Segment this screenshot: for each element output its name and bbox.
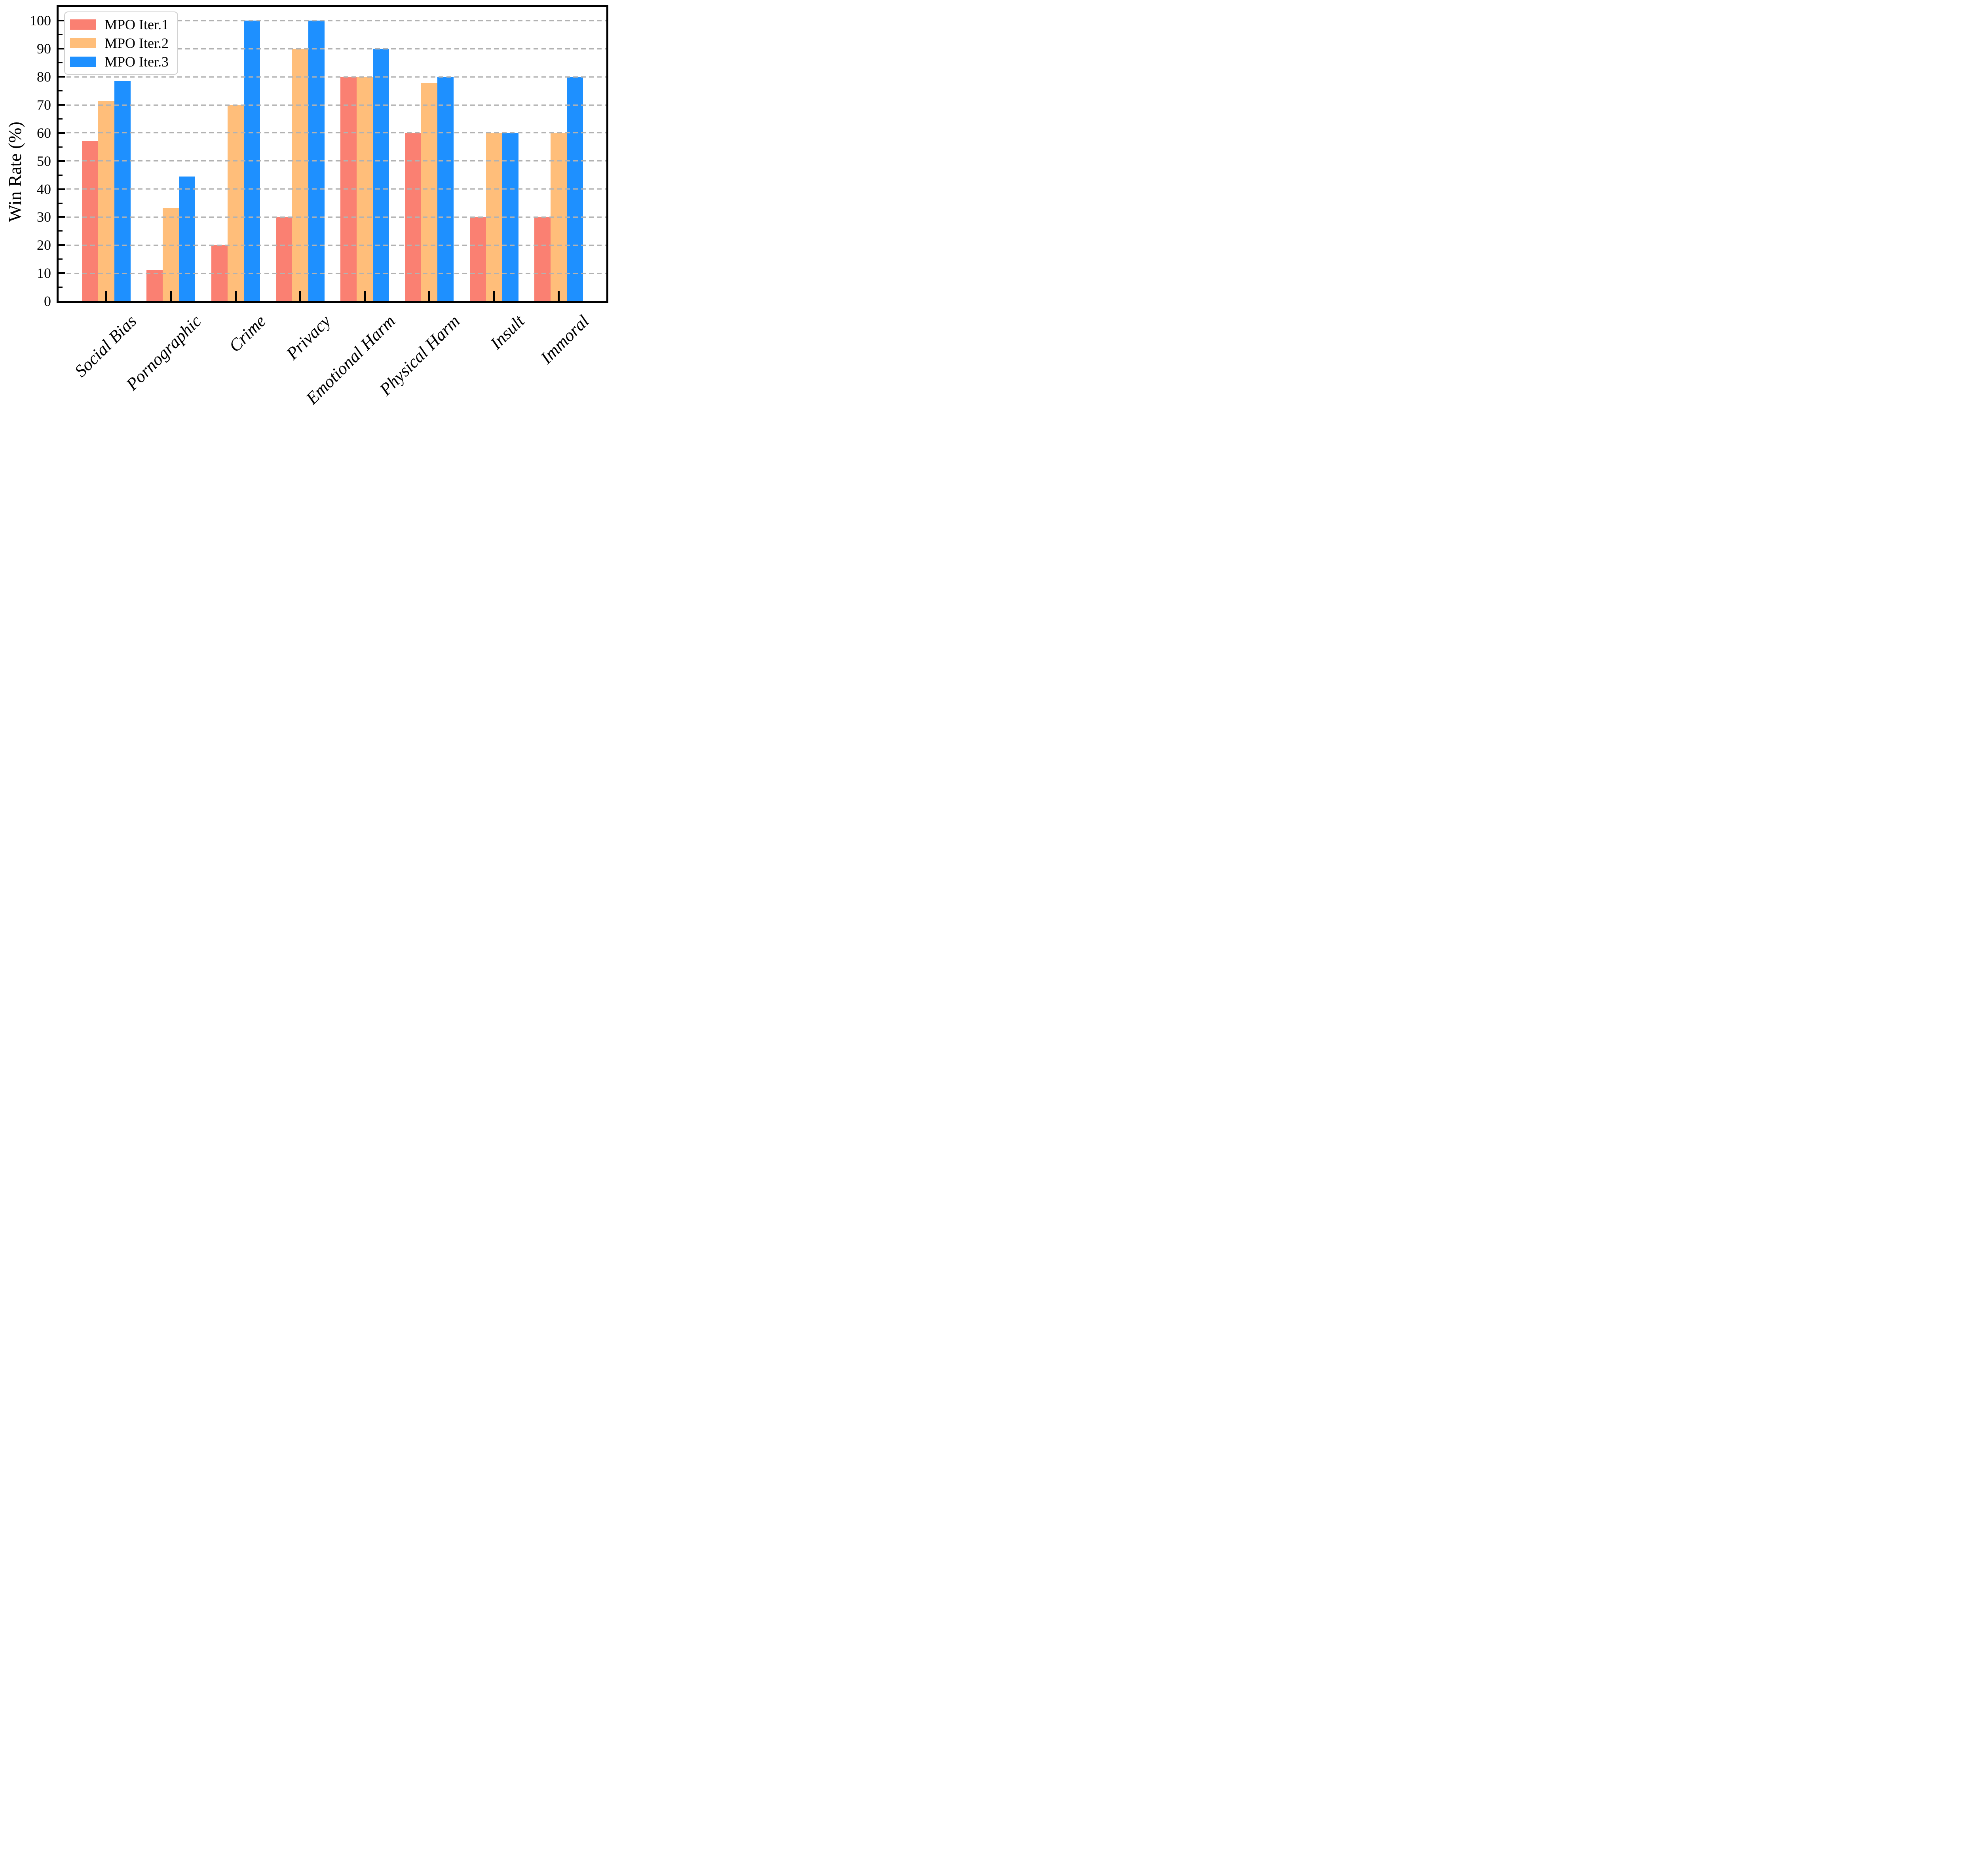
- y-axis-title: Win Rate (%): [5, 122, 25, 222]
- gridline-90: [59, 48, 606, 49]
- bar-privacy-series-1: [275, 217, 292, 301]
- y-tick-label-40: 40: [37, 181, 51, 197]
- y-tick-major-30: [59, 216, 65, 218]
- gridline-30: [59, 216, 606, 218]
- bar-crime-series-2: [227, 105, 244, 301]
- y-tick-minor-75: [59, 90, 63, 92]
- y-tick-minor-95: [59, 34, 63, 36]
- y-tick-major-60: [59, 132, 65, 134]
- legend-row-3: MPO Iter.3: [70, 54, 173, 70]
- legend-label-2: MPO Iter.2: [104, 35, 169, 51]
- y-tick-minor-85: [59, 62, 63, 64]
- x-tick-privacy: [299, 291, 301, 301]
- legend-swatch-1: [70, 19, 96, 30]
- bar-social-bias-series-1: [82, 141, 99, 301]
- x-tick-crime: [234, 291, 237, 301]
- x-tick-label-crime: Crime: [225, 311, 270, 356]
- y-tick-label-80: 80: [37, 69, 51, 85]
- bar-pornographic-series-3: [179, 177, 196, 301]
- plot-area: MPO Iter.1 MPO Iter.2 MPO Iter.3: [57, 5, 608, 303]
- x-tick-label-immoral: Immoral: [536, 311, 593, 368]
- y-tick-label-50: 50: [37, 153, 51, 169]
- gridline-20: [59, 244, 606, 246]
- bar-pornographic-series-1: [146, 270, 163, 301]
- legend-swatch-3: [70, 57, 96, 67]
- legend-label-3: MPO Iter.3: [104, 54, 169, 70]
- gridline-10: [59, 272, 606, 274]
- y-tick-major-100: [59, 20, 65, 22]
- gridline-100: [59, 20, 606, 21]
- bar-privacy-series-2: [292, 49, 308, 301]
- bar-social-bias-series-3: [114, 81, 131, 301]
- x-tick-immoral: [557, 291, 560, 301]
- gridline-70: [59, 104, 606, 106]
- gridline-50: [59, 160, 606, 162]
- y-tick-minor-45: [59, 174, 63, 176]
- x-tick-label-privacy: Privacy: [282, 311, 334, 363]
- y-tick-major-20: [59, 244, 65, 246]
- y-tick-label-0: 0: [44, 293, 51, 309]
- gridline-40: [59, 188, 606, 190]
- bar-emotional-harm-series-3: [373, 49, 389, 301]
- y-tick-label-20: 20: [37, 237, 51, 253]
- legend-row-1: MPO Iter.1: [70, 17, 173, 32]
- y-tick-label-60: 60: [37, 125, 51, 141]
- y-tick-major-50: [59, 160, 65, 162]
- legend-label-1: MPO Iter.1: [104, 17, 169, 32]
- y-tick-label-90: 90: [37, 41, 51, 57]
- bar-physical-harm-series-2: [421, 83, 438, 301]
- x-tick-insult: [493, 291, 495, 301]
- y-tick-minor-55: [59, 146, 63, 148]
- x-tick-label-insult: Insult: [486, 311, 528, 353]
- y-tick-major-40: [59, 188, 65, 190]
- y-tick-minor-15: [59, 258, 63, 260]
- y-tick-label-100: 100: [30, 13, 51, 29]
- y-tick-minor-5: [59, 287, 63, 288]
- x-tick-physical-harm: [428, 291, 431, 301]
- y-tick-major-70: [59, 104, 65, 106]
- y-tick-minor-35: [59, 202, 63, 204]
- legend-row-2: MPO Iter.2: [70, 35, 173, 51]
- bar-pornographic-series-2: [163, 208, 179, 301]
- y-tick-label-10: 10: [37, 265, 51, 281]
- legend-swatch-2: [70, 38, 96, 48]
- y-tick-major-10: [59, 272, 65, 274]
- gridline-60: [59, 132, 606, 134]
- x-tick-emotional-harm: [364, 291, 366, 301]
- y-tick-label-70: 70: [37, 97, 51, 113]
- gridline-80: [59, 76, 606, 78]
- x-tick-pornographic: [170, 291, 172, 301]
- x-tick-social-bias: [105, 291, 108, 301]
- legend: MPO Iter.1 MPO Iter.2 MPO Iter.3: [64, 11, 178, 75]
- y-tick-minor-25: [59, 230, 63, 232]
- y-tick-label-30: 30: [37, 209, 51, 225]
- bar-immoral-series-1: [534, 217, 551, 301]
- y-tick-major-80: [59, 76, 65, 78]
- y-tick-minor-65: [59, 118, 63, 120]
- bar-insult-series-1: [469, 217, 486, 301]
- figure: Win Rate (%) MPO Iter.1 MPO Iter.2 MPO Ite…: [0, 0, 613, 407]
- bar-social-bias-series-2: [98, 101, 115, 301]
- x-tick-label-social-bias: Social Bias: [71, 311, 141, 381]
- y-tick-major-90: [59, 48, 65, 50]
